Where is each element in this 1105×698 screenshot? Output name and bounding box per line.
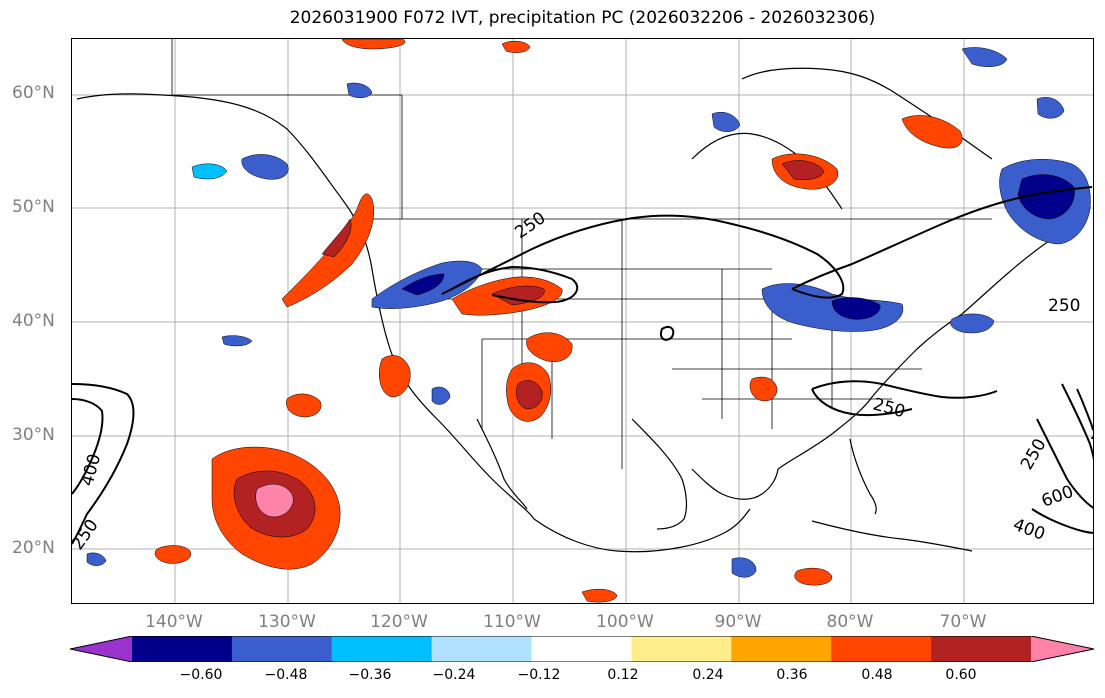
lon-label: 80°W (826, 612, 874, 632)
colorbar-cell (431, 636, 533, 662)
colorbar-tick-label: 0.36 (776, 667, 808, 683)
ivt-contours (72, 186, 1093, 545)
colorbar-tick-label: 0.60 (945, 667, 977, 683)
colorbar-extend-left (70, 636, 132, 662)
ivt-label: 250 (72, 516, 103, 554)
lat-label: 40°N (12, 311, 55, 331)
colorbar (70, 636, 1094, 662)
ivt-label: 250 (871, 395, 908, 423)
ivt-label: 250 (511, 208, 549, 243)
ivt-label: 600 (1039, 482, 1076, 512)
colorbar-tick-label: −0.48 (264, 667, 308, 683)
pc-region-quebec (901, 115, 963, 149)
pc-positive-regions (154, 39, 963, 603)
lon-label: 140°W (145, 612, 203, 632)
map-frame: 250 250 250 250 400 250 400 600 250 (71, 38, 1094, 604)
colorbar-tick-label: −0.12 (517, 667, 561, 683)
lon-label: 130°W (258, 612, 316, 632)
colorbar-cell (631, 636, 732, 662)
map-title: 2026031900 F072 IVT, precipitation PC (2… (289, 8, 876, 28)
colorbar-cell (831, 636, 932, 662)
colorbar-cell (931, 636, 1032, 662)
colorbar-cell (132, 636, 233, 662)
lat-label: 60°N (12, 83, 55, 103)
colorbar-tick-label: −0.36 (348, 667, 392, 683)
pc-negative-regions (86, 47, 1091, 578)
lon-label: 100°W (596, 612, 654, 632)
colorbar-cell (731, 636, 832, 662)
ivt-label: 250 (1017, 435, 1051, 473)
lat-label: 20°N (12, 538, 55, 558)
colorbar-extend-right (1031, 636, 1094, 662)
colorbar-tick-label: 0.12 (607, 667, 639, 683)
colorbar-cell (531, 636, 632, 662)
ivt-label: 400 (1010, 515, 1047, 545)
colorbar-cell (231, 636, 333, 662)
pc-region-great-lakes (761, 283, 904, 332)
lat-label: 50°N (12, 197, 55, 217)
lon-label: 90°W (714, 612, 762, 632)
lon-label: 120°W (370, 612, 428, 632)
colorbar-tick-label: −0.60 (179, 667, 223, 683)
lat-label: 30°N (12, 425, 55, 445)
colorbar-cell (331, 636, 433, 662)
colorbar-tick-label: 0.48 (861, 667, 893, 683)
lon-label: 110°W (483, 612, 541, 632)
colorbar-tick-label: −0.24 (432, 667, 476, 683)
ivt-label: 400 (78, 452, 106, 489)
ivt-label: 250 (1048, 296, 1080, 316)
lon-label: 70°W (939, 612, 987, 632)
ivt-label: 250 (1090, 424, 1094, 444)
colorbar-tick-label: 0.24 (692, 667, 724, 683)
map-canvas: 250 250 250 250 400 250 400 600 250 (72, 39, 1094, 603)
